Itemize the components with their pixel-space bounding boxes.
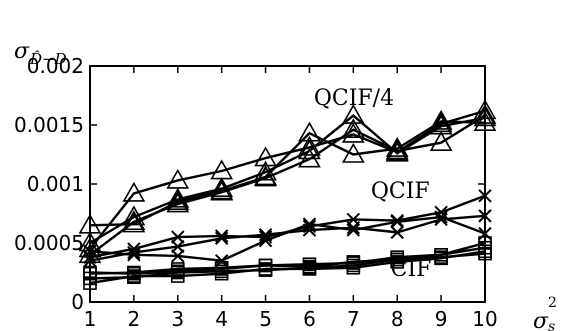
triangle-marker — [166, 187, 190, 208]
y-tick-label: 0.0015 — [14, 113, 84, 137]
x-axis-label: σ — [533, 309, 549, 331]
x-tick-label: 8 — [391, 307, 404, 331]
triangle-marker — [429, 114, 453, 135]
triangle-marker — [298, 139, 321, 160]
series-line-triangle-1 — [89, 109, 486, 250]
triangle-marker — [429, 109, 453, 130]
x-marker-stroke — [127, 248, 141, 262]
x-axis-label-subscript: s — [548, 319, 555, 331]
x-marker-stroke — [171, 239, 185, 254]
series-line-x-2 — [89, 214, 486, 262]
x-marker-stroke — [478, 209, 492, 223]
square-marker — [346, 256, 361, 270]
x-marker-stroke — [390, 225, 404, 240]
square-marker — [478, 240, 492, 255]
x-tick-label: 6 — [303, 307, 316, 331]
triangle-marker — [385, 136, 409, 157]
y-axis-label: σ — [14, 39, 30, 64]
annotation-qcif: QCIF — [371, 179, 430, 204]
y-tick-label: 0.002 — [27, 54, 84, 78]
x-marker-stroke — [258, 233, 273, 248]
y-tick-label: 0 — [71, 290, 84, 314]
x-marker-stroke — [214, 231, 229, 245]
triangle-marker — [473, 103, 497, 124]
x-marker-stroke — [434, 212, 448, 227]
triangle-marker — [210, 177, 234, 198]
triangle-marker — [122, 181, 146, 202]
x-marker-stroke — [346, 223, 361, 237]
series-line-x-1 — [89, 194, 486, 259]
square-marker — [214, 260, 229, 275]
x-marker-stroke — [478, 189, 492, 203]
triangle-marker — [254, 160, 277, 181]
plot-area: 1 2 3 4 5 6 7 8 9 10 0 0.0005 0.001 0.0015 0.002 — [14, 54, 498, 331]
triangle-marker — [122, 205, 146, 226]
triangle-marker — [385, 141, 409, 162]
x-marker-stroke — [302, 223, 317, 237]
x-axis-label-superscript: 2 — [548, 295, 557, 311]
y-tick-label: 0.001 — [27, 172, 84, 196]
triangle-marker — [166, 192, 190, 213]
series-line-triangle-3 — [89, 120, 486, 227]
triangle-marker — [429, 131, 453, 151]
series-line-x-3 — [89, 215, 486, 262]
square-marker — [83, 266, 97, 281]
x-marker-stroke — [434, 210, 448, 224]
series-line-square-4 — [89, 246, 486, 275]
square-marker — [170, 262, 185, 276]
y-axis-label-subscript: D̂−D — [29, 50, 67, 68]
x-tick-label: 3 — [171, 307, 184, 331]
square-marker — [390, 250, 405, 264]
x-tick-label: 1 — [84, 307, 97, 331]
x-tick-label: 2 — [128, 307, 141, 331]
x-marker-stroke — [346, 220, 361, 235]
triangle-marker — [341, 103, 365, 124]
x-tick-label: 5 — [259, 307, 272, 331]
x-tick-label: 9 — [435, 307, 448, 331]
series-line-triangle-4 — [89, 113, 486, 245]
x-marker-stroke — [83, 250, 97, 264]
triangle-marker — [473, 111, 497, 131]
x-marker-stroke — [83, 244, 97, 258]
square-marker — [434, 248, 448, 262]
triangle-marker — [341, 118, 365, 139]
x-tick-label: 4 — [215, 307, 228, 331]
square-marker — [302, 257, 317, 272]
triangle-marker — [254, 165, 277, 186]
triangle-marker — [122, 212, 146, 233]
annotation-qcif4: QCIF/4 — [314, 86, 394, 111]
x-marker-stroke — [83, 253, 97, 268]
x-marker-stroke — [258, 230, 273, 244]
x-tick-label: 7 — [347, 307, 360, 331]
series-line-square-3 — [89, 250, 486, 285]
x-marker-stroke — [171, 249, 185, 263]
x-marker-stroke — [127, 245, 141, 260]
x-marker-stroke — [302, 217, 317, 231]
x-marker-stroke — [390, 215, 404, 229]
annotation-cif: CIF — [391, 257, 432, 282]
x-marker-stroke — [258, 228, 273, 242]
triangle-marker — [341, 142, 365, 163]
x-marker-stroke — [171, 230, 185, 244]
square-marker — [127, 265, 141, 280]
x-tick-label: 10 — [472, 307, 497, 331]
y-tick-label: 0.0005 — [14, 231, 84, 255]
square-marker — [83, 276, 97, 290]
triangle-marker — [473, 106, 497, 127]
square-marker — [258, 258, 273, 273]
